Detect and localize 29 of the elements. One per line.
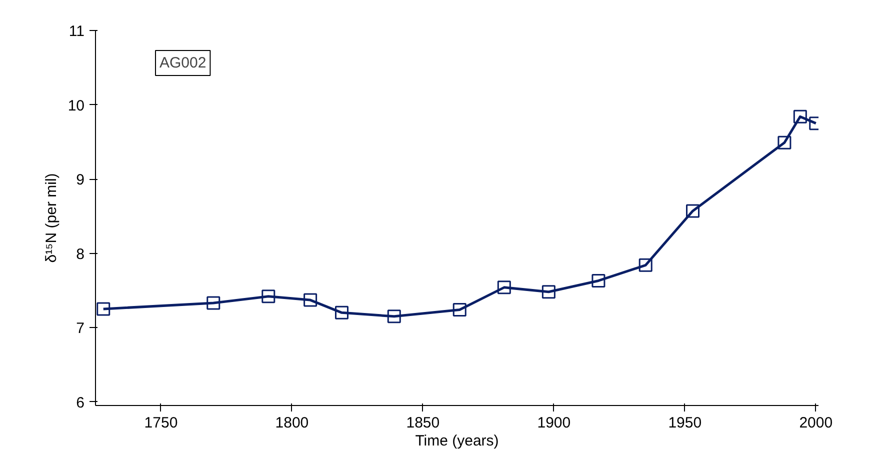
point (793, 110, 807, 124)
point (778, 136, 792, 150)
point (96, 302, 110, 316)
x-tick-label: 1850 (406, 414, 440, 432)
y-tick-label: 7 (76, 320, 84, 338)
point (206, 296, 220, 310)
point (686, 204, 700, 218)
point (497, 280, 511, 294)
x-tick-label: 2000 (799, 414, 833, 432)
point (304, 293, 318, 307)
x-tick-label: 1750 (144, 414, 178, 432)
y-axis-title: δ¹⁵N (per mil) (42, 173, 60, 263)
y-tick-label: 8 (76, 246, 84, 263)
x-axis-title: Time (years) (415, 432, 499, 450)
y-tick-label: 11 (68, 23, 85, 40)
point (638, 258, 652, 272)
y-tick-label: 6 (76, 394, 84, 412)
point (542, 285, 556, 299)
y-tick-label: 9 (76, 172, 84, 189)
x-tick-label: 1950 (668, 414, 702, 432)
y-tick-label: 10 (68, 97, 85, 114)
point (334, 306, 348, 320)
x-tick-label: 1800 (275, 414, 309, 432)
x-tick-label: 1900 (537, 414, 571, 432)
point (262, 290, 276, 304)
point (592, 274, 606, 288)
annotation: AG002 (160, 54, 206, 72)
point (452, 302, 466, 316)
point (387, 310, 401, 324)
